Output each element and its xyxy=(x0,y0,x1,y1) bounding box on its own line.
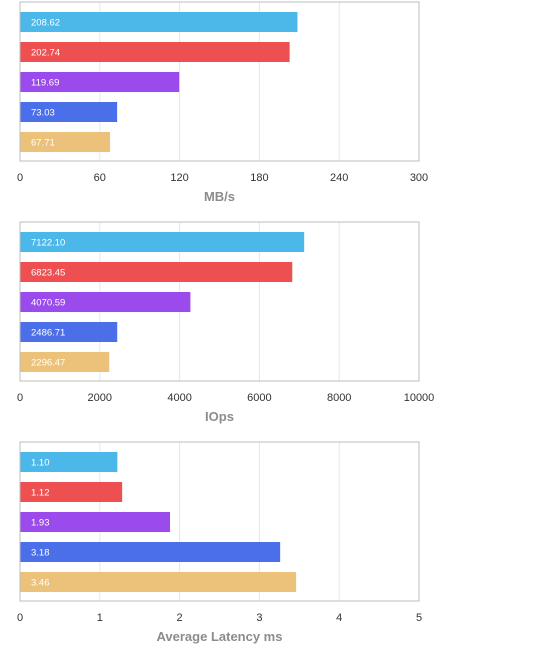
x-tick-label-2-5: 10000 xyxy=(404,392,435,404)
x-tick-label-1-1: 60 xyxy=(94,172,106,184)
bar-2-3 xyxy=(20,292,191,312)
bar-1-4 xyxy=(20,102,118,122)
bar-value-label-3-5: 3.46 xyxy=(31,578,50,589)
x-tick-label-3-4: 4 xyxy=(336,612,342,624)
bar-value-label-2-1: 7122.10 xyxy=(31,238,65,249)
bar-value-label-3-1: 1.10 xyxy=(31,458,50,469)
bar-value-label-2-3: 4070.59 xyxy=(31,298,65,309)
bar-value-label-1-5: 67.71 xyxy=(31,138,55,149)
plot-frame-1 xyxy=(19,1,420,162)
bar-3-4 xyxy=(20,542,281,562)
bar-1-3 xyxy=(20,72,180,92)
bar-value-label-2-4: 2486.71 xyxy=(31,328,65,339)
plot-frame-3 xyxy=(19,441,420,602)
x-tick-label-1-5: 300 xyxy=(410,172,428,184)
bar-value-label-1-3: 119.69 xyxy=(31,78,59,89)
x-axis-title-2: IOps xyxy=(205,409,234,424)
x-tick-label-1-0: 0 xyxy=(17,172,23,184)
x-axis-title-1: MB/s xyxy=(204,189,235,204)
x-tick-label-3-3: 3 xyxy=(256,612,262,624)
bar-2-2 xyxy=(20,262,293,282)
x-tick-label-2-4: 8000 xyxy=(327,392,351,404)
x-tick-label-3-1: 1 xyxy=(97,612,103,624)
x-tick-label-1-4: 240 xyxy=(330,172,348,184)
x-tick-label-1-3: 180 xyxy=(250,172,268,184)
bar-3-2 xyxy=(20,482,123,502)
bar-2-4 xyxy=(20,322,118,342)
bar-value-label-1-2: 202.74 xyxy=(31,48,60,59)
bar-3-1 xyxy=(20,452,118,472)
x-tick-label-2-3: 6000 xyxy=(247,392,271,404)
bar-1-5 xyxy=(20,132,111,152)
bar-1-1 xyxy=(20,12,298,32)
bar-value-label-1-1: 208.62 xyxy=(31,18,60,29)
plot-frame-2 xyxy=(19,221,420,382)
bar-3-5 xyxy=(20,572,297,592)
x-tick-label-3-0: 0 xyxy=(17,612,23,624)
x-tick-label-3-5: 5 xyxy=(416,612,422,624)
bar-value-label-2-5: 2296.47 xyxy=(31,358,65,369)
x-axis-title-3: Average Latency ms xyxy=(157,629,283,644)
bar-3-3 xyxy=(20,512,171,532)
bar-value-label-2-2: 6823.45 xyxy=(31,268,65,279)
x-tick-label-2-1: 2000 xyxy=(88,392,112,404)
bar-value-label-1-4: 73.03 xyxy=(31,108,55,119)
bar-1-2 xyxy=(20,42,290,62)
bar-2-1 xyxy=(20,232,305,252)
bar-value-label-3-2: 1.12 xyxy=(31,488,50,499)
bar-2-5 xyxy=(20,352,110,372)
x-tick-label-3-2: 2 xyxy=(177,612,183,624)
x-tick-label-2-0: 0 xyxy=(17,392,23,404)
bar-value-label-3-3: 1.93 xyxy=(31,518,50,529)
bar-value-label-3-4: 3.18 xyxy=(31,548,50,559)
x-tick-label-2-2: 4000 xyxy=(167,392,191,404)
x-tick-label-1-2: 120 xyxy=(170,172,188,184)
